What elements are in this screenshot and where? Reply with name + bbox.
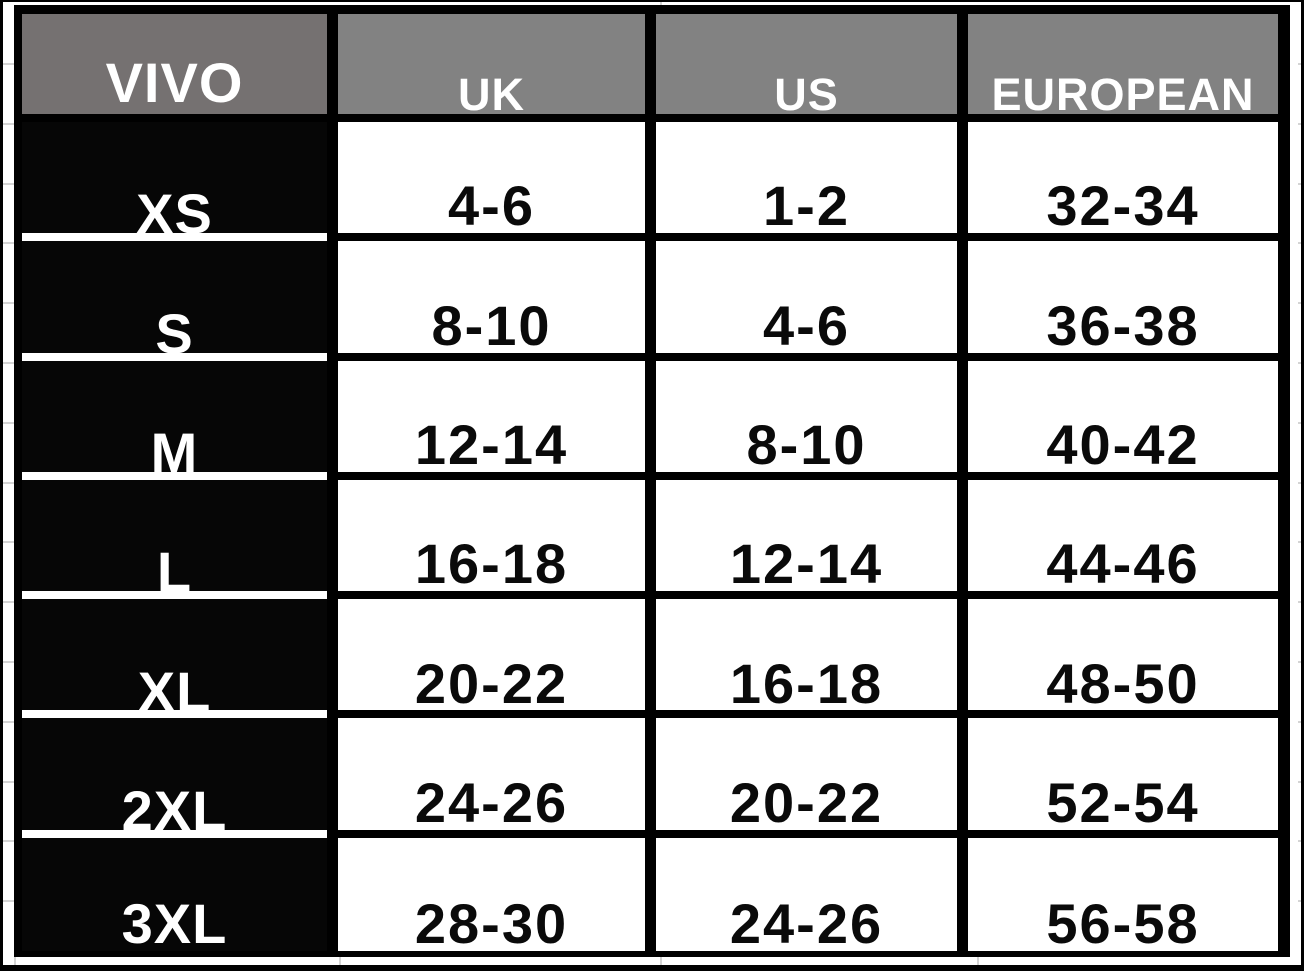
cell-us-s[interactable]: 4-6	[656, 241, 968, 361]
gridline-tick	[660, 2, 662, 5]
gridline-tick	[3, 601, 14, 603]
gridline-tick	[3, 840, 14, 842]
gridline-tick	[3, 302, 14, 304]
column-header-uk[interactable]: UK	[338, 5, 656, 122]
gridline-tick	[3, 422, 14, 424]
gridline-tick	[3, 661, 14, 663]
cell-uk-3xl[interactable]: 28-30	[338, 837, 656, 957]
gridline-tick	[3, 242, 14, 244]
cell-us-2xl[interactable]: 20-22	[656, 718, 968, 838]
cell-european-xs[interactable]: 32-34	[968, 122, 1290, 242]
gridline-tick	[1298, 781, 1301, 783]
cell-european-xl[interactable]: 48-50	[968, 599, 1290, 719]
gridline-tick	[3, 183, 14, 185]
gridline-tick	[1298, 601, 1301, 603]
cell-us-m[interactable]: 8-10	[656, 360, 968, 480]
cell-uk-2xl[interactable]: 24-26	[338, 718, 656, 838]
cell-european-2xl[interactable]: 52-54	[968, 718, 1290, 838]
row-label-xl[interactable]: XL	[14, 599, 338, 719]
gridline-tick	[660, 957, 662, 965]
size-chart-table: VIVO UK US EUROPEAN XS 4-6 1-2 32-34 S 8-10 4-6 36-…	[14, 5, 1290, 957]
cell-us-xs[interactable]: 1-2	[656, 122, 968, 242]
row-label-2xl[interactable]: 2XL	[14, 718, 338, 838]
gridline-tick	[1298, 183, 1301, 185]
row-label-s[interactable]: S	[14, 241, 338, 361]
gridline-tick	[3, 900, 14, 902]
gridline-tick	[339, 957, 341, 965]
cell-uk-xl[interactable]: 20-22	[338, 599, 656, 719]
cell-us-l[interactable]: 12-14	[656, 479, 968, 600]
cell-european-m[interactable]: 40-42	[968, 360, 1290, 480]
gridline-tick	[1298, 362, 1301, 364]
gridline-tick	[3, 63, 14, 65]
cell-us-3xl[interactable]: 24-26	[656, 837, 968, 957]
gridline-tick	[1298, 840, 1301, 842]
gridline-tick	[3, 362, 14, 364]
column-header-us[interactable]: US	[656, 5, 968, 122]
gridline-tick	[3, 721, 14, 723]
gridline-tick	[1298, 541, 1301, 543]
cell-european-s[interactable]: 36-38	[968, 241, 1290, 361]
gridline-tick	[1298, 422, 1301, 424]
row-label-m[interactable]: M	[14, 360, 338, 481]
cell-uk-m[interactable]: 12-14	[338, 360, 656, 480]
gridline-tick	[1298, 900, 1301, 902]
gridline-tick	[3, 781, 14, 783]
gridline-tick	[1298, 721, 1301, 723]
gridline-tick	[3, 482, 14, 484]
gridline-tick	[3, 541, 14, 543]
gridline-tick	[1298, 661, 1301, 663]
column-header-vivo[interactable]: VIVO	[14, 5, 338, 122]
cell-uk-s[interactable]: 8-10	[338, 241, 656, 361]
gridline-tick	[3, 123, 14, 125]
cell-uk-l[interactable]: 16-18	[338, 479, 656, 600]
gridline-tick	[1298, 63, 1301, 65]
gridline-tick	[977, 957, 979, 965]
spreadsheet-canvas: VIVO UK US EUROPEAN XS 4-6 1-2 32-34 S 8-10 4-6 36-…	[3, 2, 1301, 965]
row-label-l[interactable]: L	[14, 479, 338, 600]
gridline-tick	[1298, 482, 1301, 484]
cell-european-l[interactable]: 44-46	[968, 479, 1290, 600]
row-label-xs[interactable]: XS	[14, 122, 338, 242]
cell-uk-xs[interactable]: 4-6	[338, 122, 656, 242]
gridline-tick	[1298, 242, 1301, 244]
cell-us-xl[interactable]: 16-18	[656, 599, 968, 719]
row-label-3xl[interactable]: 3XL	[14, 837, 338, 957]
gridline-tick	[14, 957, 16, 965]
cell-european-3xl[interactable]: 56-58	[968, 837, 1290, 957]
gridline-tick	[1298, 123, 1301, 125]
gridline-tick	[1298, 302, 1301, 304]
column-header-european[interactable]: EUROPEAN	[968, 5, 1290, 122]
